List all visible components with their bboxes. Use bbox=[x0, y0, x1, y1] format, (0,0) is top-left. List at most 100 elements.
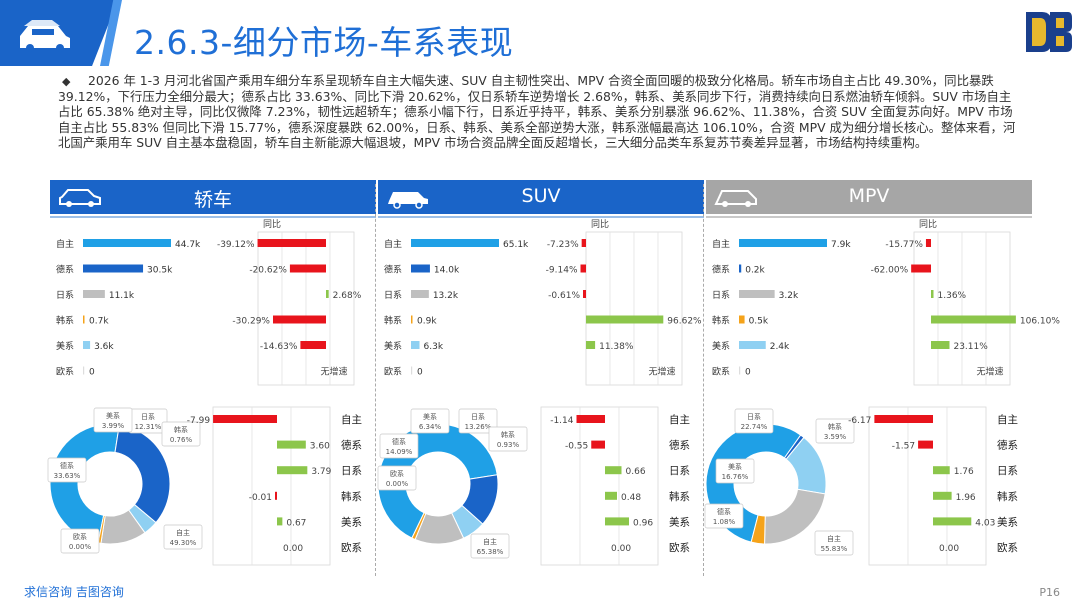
volume-label: 30.5k bbox=[147, 266, 173, 276]
share-change-label: 0.00 bbox=[283, 544, 303, 554]
yoy-bar bbox=[581, 239, 586, 247]
donut-label-box bbox=[815, 418, 855, 444]
donut-label-name: 自主 bbox=[483, 537, 497, 546]
donut-label-value: 65.38% bbox=[477, 548, 504, 556]
share-category-label: 欧系 bbox=[669, 542, 690, 554]
share-change-bar bbox=[874, 415, 933, 423]
volume-bar bbox=[83, 366, 85, 375]
share-change-label: 3.79 bbox=[311, 467, 331, 477]
yoy-label: 无增速 bbox=[976, 366, 1003, 378]
panel-title-suv: SUV bbox=[521, 185, 561, 207]
yoy-label: 无增速 bbox=[648, 366, 675, 378]
footer-link[interactable]: 求信咨询 吉图咨询 bbox=[24, 585, 124, 599]
share-category-label: 美系 bbox=[341, 515, 362, 528]
summary-bullet: ◆ bbox=[62, 75, 71, 88]
yoy-bar bbox=[925, 239, 931, 247]
share-category-label: 欧系 bbox=[997, 542, 1018, 554]
donut-label-name: 德系 bbox=[717, 507, 731, 516]
volume-bar bbox=[411, 341, 420, 349]
share-change-label: 0.66 bbox=[626, 467, 646, 477]
yoy-bar bbox=[586, 341, 596, 349]
donut-label-value: 0.00% bbox=[69, 543, 92, 551]
category-label: 美系 bbox=[712, 340, 730, 352]
yoy-label: -0.61% bbox=[548, 291, 580, 301]
donut-label-name: 韩系 bbox=[501, 430, 515, 439]
category-label: 韩系 bbox=[712, 315, 730, 327]
donut-label-name: 美系 bbox=[106, 411, 120, 420]
volume-label: 11.1k bbox=[109, 291, 135, 301]
donut-label-value: 33.63% bbox=[54, 472, 81, 480]
donut-label-box bbox=[47, 457, 87, 483]
volume-label: 0.2k bbox=[745, 266, 765, 276]
category-label: 美系 bbox=[384, 340, 402, 352]
volume-bar bbox=[83, 239, 171, 247]
donut-slice bbox=[97, 514, 106, 544]
donut-label-value: 13.26% bbox=[465, 423, 492, 431]
share-change-label: -0.01 bbox=[249, 493, 272, 503]
panel-divider bbox=[703, 184, 704, 576]
yoy-label: 无增速 bbox=[320, 366, 347, 378]
donut-label-value: 12.31% bbox=[135, 423, 162, 431]
panel-title-sedan: 轿车 bbox=[193, 189, 232, 211]
donut-label-value: 1.08% bbox=[713, 518, 736, 526]
donut-label-box bbox=[470, 533, 510, 559]
donut-label-name: 日系 bbox=[747, 412, 761, 421]
volume-label: 0.5k bbox=[749, 317, 769, 327]
donut-label-box bbox=[715, 458, 755, 484]
donut-label-name: 欧系 bbox=[390, 469, 404, 478]
share-change-label: 0.00 bbox=[611, 544, 631, 554]
yoy-bar bbox=[931, 341, 950, 349]
donut-label-value: 0.76% bbox=[170, 436, 193, 444]
panel-shadow-suv bbox=[378, 216, 704, 218]
share-category-label: 自主 bbox=[669, 413, 690, 426]
volume-label: 3.2k bbox=[779, 291, 799, 301]
donut-slice bbox=[114, 424, 171, 524]
share-category-label: 日系 bbox=[997, 465, 1018, 477]
yoy-label: -39.12% bbox=[217, 240, 255, 250]
donut-label-box bbox=[734, 408, 774, 434]
share-category-label: 美系 bbox=[669, 515, 690, 528]
yoy-label: 106.10% bbox=[1020, 317, 1060, 327]
yoy-label: -62.00% bbox=[871, 266, 909, 276]
donut-label-name: 自主 bbox=[827, 534, 841, 543]
share-change-bar bbox=[918, 440, 933, 449]
share-change-label: -6.17 bbox=[848, 416, 871, 426]
donut-label-box bbox=[704, 503, 744, 529]
donut-label-value: 3.59% bbox=[824, 433, 847, 441]
share-change-label: 0.67 bbox=[286, 518, 306, 528]
panel-shadow-sedan bbox=[50, 216, 376, 218]
share-category-label: 自主 bbox=[997, 413, 1018, 426]
category-label: 欧系 bbox=[712, 366, 730, 378]
share-change-bar bbox=[605, 517, 629, 526]
share-grid bbox=[868, 406, 987, 566]
summary-text: 2026 年 1-3 月河北省国产乘用车细分车系呈现轿车自主大幅失速、SUV 自… bbox=[58, 73, 1016, 150]
donut-label-value: 55.83% bbox=[821, 545, 848, 553]
volume-bar bbox=[739, 239, 827, 247]
yoy-label: -14.63% bbox=[260, 342, 298, 352]
yoy-label: 96.62% bbox=[667, 317, 702, 327]
donut-label-box bbox=[458, 408, 498, 434]
yoy-bar bbox=[580, 264, 586, 273]
yoy-bar bbox=[257, 239, 326, 247]
mpv-icon bbox=[714, 190, 757, 207]
share-change-label: 0.48 bbox=[621, 493, 641, 503]
yoy-bar bbox=[583, 290, 586, 298]
share-change-bar bbox=[605, 466, 622, 475]
yoy-bar bbox=[326, 290, 329, 298]
volume-label: 0.9k bbox=[417, 317, 437, 327]
share-category-label: 日系 bbox=[669, 465, 690, 477]
share-change-label: 1.96 bbox=[956, 493, 976, 503]
page-number: P16 bbox=[1039, 586, 1060, 599]
yoy-label: 11.38% bbox=[599, 342, 634, 352]
volume-bar bbox=[739, 315, 745, 324]
share-change-label: 4.03 bbox=[975, 518, 995, 528]
yoy-label: -9.14% bbox=[546, 266, 578, 276]
share-change-bar bbox=[933, 517, 972, 526]
share-change-bar bbox=[605, 491, 617, 500]
share-change-label: -7.99 bbox=[187, 416, 211, 426]
share-change-bar bbox=[275, 491, 277, 500]
share-change-bar bbox=[933, 466, 950, 475]
volume-label: 7.9k bbox=[831, 240, 851, 250]
yoy-label: 23.11% bbox=[953, 342, 988, 352]
